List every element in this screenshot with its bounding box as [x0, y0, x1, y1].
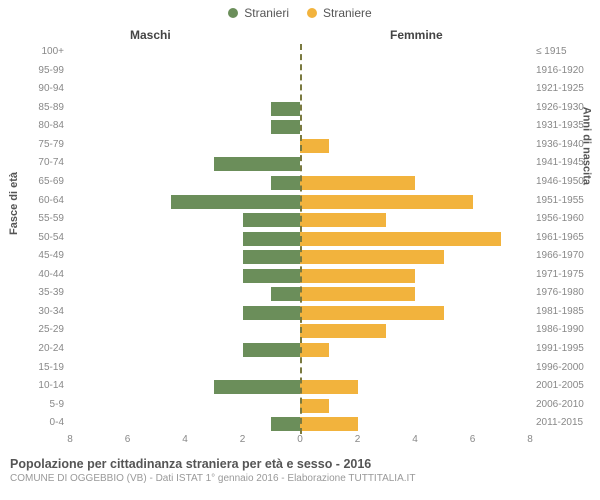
bar-female	[300, 324, 386, 338]
bar-female	[300, 232, 501, 246]
birth-year-label: 1986-1990	[536, 324, 584, 335]
x-tick: 6	[125, 434, 131, 445]
birth-year-label: 2006-2010	[536, 399, 584, 410]
bar-female	[300, 417, 358, 431]
legend-item-female: Straniere	[307, 6, 372, 20]
bar-female	[300, 139, 329, 153]
birth-year-label: 1946-1950	[536, 176, 584, 187]
age-label: 15-19	[38, 362, 64, 373]
chart-title: Popolazione per cittadinanza straniera p…	[10, 457, 415, 471]
bar-female	[300, 195, 473, 209]
bar-male	[214, 157, 300, 171]
bar-female	[300, 176, 415, 190]
birth-year-label: 1931-1935	[536, 120, 584, 131]
zero-line	[300, 44, 302, 434]
bar-male	[271, 102, 300, 116]
bar-male	[243, 306, 301, 320]
legend-label-male: Stranieri	[244, 6, 289, 20]
birth-year-label: 1956-1960	[536, 213, 584, 224]
birth-year-label: 1976-1980	[536, 287, 584, 298]
x-tick: 2	[240, 434, 246, 445]
birth-year-label: 1996-2000	[536, 362, 584, 373]
pyramid-plot: 100+≤ 191595-991916-192090-941921-192585…	[70, 44, 530, 434]
header-male: Maschi	[130, 28, 171, 42]
bar-female	[300, 269, 415, 283]
legend-label-female: Straniere	[323, 6, 372, 20]
age-label: 55-59	[38, 213, 64, 224]
legend-swatch-female	[307, 8, 317, 18]
bar-male	[271, 417, 300, 431]
footer: Popolazione per cittadinanza straniera p…	[10, 457, 415, 484]
bar-female	[300, 250, 444, 264]
bar-male	[271, 176, 300, 190]
bar-male	[214, 380, 300, 394]
age-label: 85-89	[38, 102, 64, 113]
bar-male	[243, 250, 301, 264]
age-label: 60-64	[38, 195, 64, 206]
age-label: 100+	[41, 46, 64, 57]
x-tick: 6	[470, 434, 476, 445]
age-label: 40-44	[38, 269, 64, 280]
bar-male	[171, 195, 300, 209]
age-label: 5-9	[50, 399, 64, 410]
birth-year-label: 1991-1995	[536, 343, 584, 354]
x-tick: 8	[67, 434, 73, 445]
birth-year-label: 1941-1945	[536, 157, 584, 168]
age-label: 65-69	[38, 176, 64, 187]
x-tick: 8	[527, 434, 533, 445]
bar-male	[271, 120, 300, 134]
birth-year-label: 1921-1925	[536, 83, 584, 94]
birth-year-label: 1981-1985	[536, 306, 584, 317]
bar-male	[243, 343, 301, 357]
bar-female	[300, 213, 386, 227]
header-female: Femmine	[390, 28, 443, 42]
legend-swatch-male	[228, 8, 238, 18]
age-label: 80-84	[38, 120, 64, 131]
bar-female	[300, 287, 415, 301]
bar-male	[243, 269, 301, 283]
age-label: 90-94	[38, 83, 64, 94]
birth-year-label: 1971-1975	[536, 269, 584, 280]
bar-male	[243, 232, 301, 246]
legend-item-male: Stranieri	[228, 6, 289, 20]
age-label: 0-4	[50, 417, 64, 428]
birth-year-label: 1966-1970	[536, 250, 584, 261]
age-label: 10-14	[38, 380, 64, 391]
bar-male	[271, 287, 300, 301]
age-label: 35-39	[38, 287, 64, 298]
legend: Stranieri Straniere	[0, 0, 600, 20]
age-label: 75-79	[38, 139, 64, 150]
x-tick: 0	[297, 434, 303, 445]
bar-female	[300, 306, 444, 320]
birth-year-label: 2011-2015	[536, 417, 583, 428]
age-label: 30-34	[38, 306, 64, 317]
age-label: 95-99	[38, 65, 64, 76]
age-label: 50-54	[38, 232, 64, 243]
birth-year-label: ≤ 1915	[536, 46, 567, 57]
bar-female	[300, 380, 358, 394]
x-tick: 4	[412, 434, 418, 445]
birth-year-label: 1926-1930	[536, 102, 584, 113]
birth-year-label: 1916-1920	[536, 65, 584, 76]
chart-subtitle: COMUNE DI OGGEBBIO (VB) - Dati ISTAT 1° …	[10, 473, 415, 484]
age-label: 45-49	[38, 250, 64, 261]
age-label: 70-74	[38, 157, 64, 168]
birth-year-label: 1936-1940	[536, 139, 584, 150]
x-tick: 2	[355, 434, 361, 445]
birth-year-label: 2001-2005	[536, 380, 584, 391]
bar-female	[300, 343, 329, 357]
birth-year-label: 1951-1955	[536, 195, 584, 206]
age-label: 20-24	[38, 343, 64, 354]
bar-female	[300, 399, 329, 413]
bar-male	[243, 213, 301, 227]
x-tick: 4	[182, 434, 188, 445]
birth-year-label: 1961-1965	[536, 232, 584, 243]
y-axis-title-left: Fasce di età	[8, 172, 20, 235]
age-label: 25-29	[38, 324, 64, 335]
